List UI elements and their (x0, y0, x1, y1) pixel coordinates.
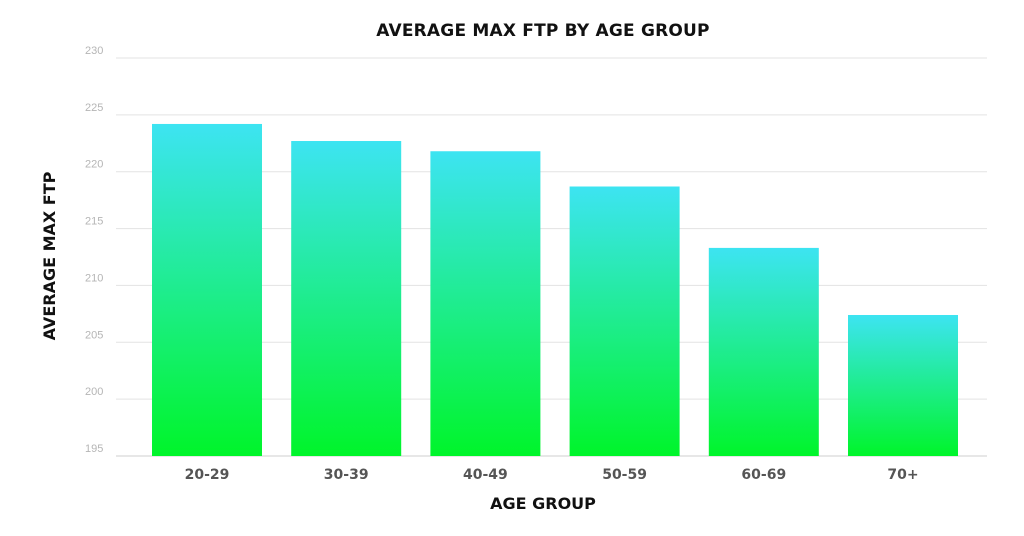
chart-title: AVERAGE MAX FTP BY AGE GROUP (376, 21, 709, 41)
bar-50-59 (569, 186, 680, 457)
x-tick-label: 70+ (887, 467, 918, 483)
x-tick-label: 30-39 (324, 467, 369, 483)
y-tick-label: 195 (85, 443, 103, 455)
x-tick-label: 50-59 (602, 467, 647, 483)
y-tick-label: 205 (85, 329, 103, 341)
bars (152, 123, 958, 457)
bar-70+ (848, 314, 958, 456)
bar-40-49 (430, 151, 541, 456)
x-axis-title: AGE GROUP (490, 494, 596, 513)
bar-30-39 (291, 141, 402, 457)
y-tick-label: 225 (85, 102, 103, 114)
x-tick-label: 40-49 (463, 467, 508, 483)
x-tick-label: 60-69 (741, 467, 786, 483)
y-axis-title: AVERAGE MAX FTP (40, 171, 59, 340)
x-tick-label: 20-29 (185, 467, 230, 483)
y-axis-ticks: 195 200 205 210 215 220 225 230 (85, 45, 103, 455)
bar-20-29 (152, 123, 262, 456)
bar-60-69 (708, 247, 819, 456)
y-tick-label: 215 (85, 216, 103, 228)
x-axis-ticks: 20-29 30-39 40-49 50-59 60-69 70+ (185, 467, 919, 483)
y-tick-label: 210 (85, 272, 103, 284)
y-tick-label: 220 (85, 159, 103, 171)
y-tick-label: 200 (85, 386, 103, 398)
y-tick-label: 230 (85, 45, 103, 57)
